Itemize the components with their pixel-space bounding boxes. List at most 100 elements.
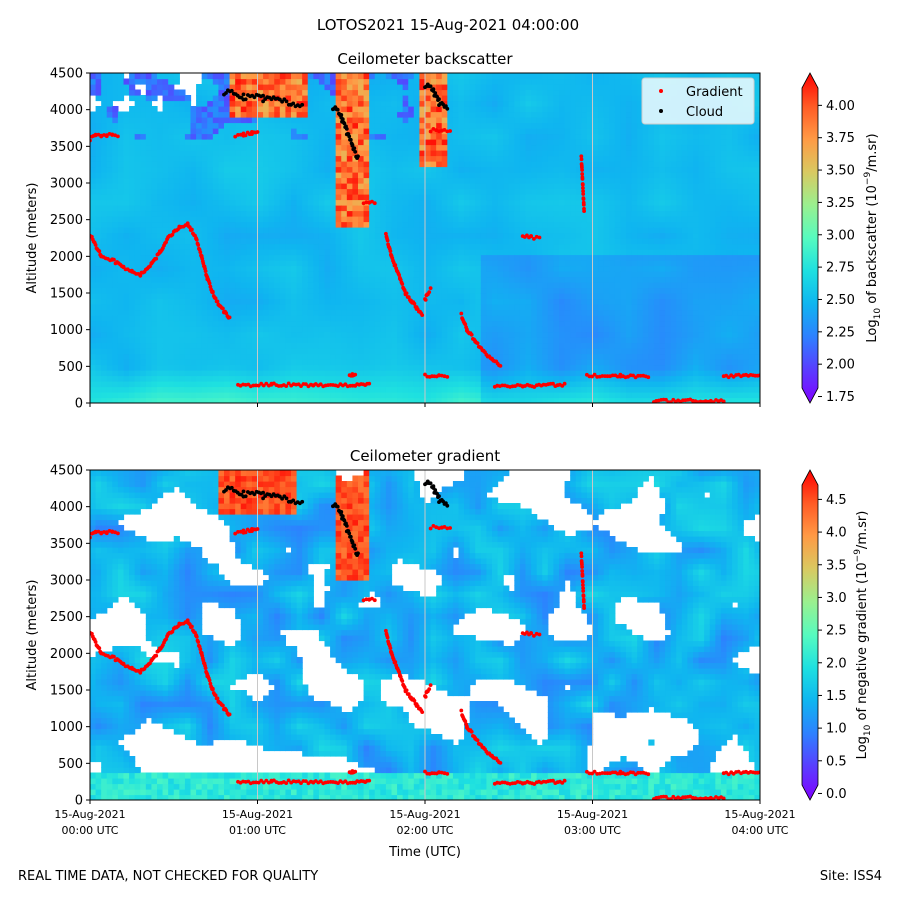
cloud-point xyxy=(348,534,353,539)
gradient-point xyxy=(104,531,109,536)
x-tick-label-time: 03:00 UTC xyxy=(564,824,621,837)
gradient-point xyxy=(243,530,248,535)
colorbar1-body xyxy=(801,72,819,404)
gradient-point xyxy=(580,168,584,172)
cloud-point xyxy=(353,546,358,551)
gradient-point xyxy=(213,693,218,698)
backscatter-heatmap xyxy=(90,73,760,403)
cloud-point xyxy=(229,88,234,93)
colorbar-tick-label: 2.75 xyxy=(826,261,855,276)
panel1-xticks xyxy=(89,403,761,407)
colorbar1-label-mid: of backscatter (10 xyxy=(865,185,880,308)
colorbar-tick-label: 2.5 xyxy=(826,624,847,639)
colorbar-tick-label: 1.5 xyxy=(826,689,847,704)
panel2-yticks: 0 500 1000 1500 2000 2500 3000 3500 4000 4500 xyxy=(50,464,90,809)
cloud-point xyxy=(437,97,441,102)
colorbar-tick-label: 3.0 xyxy=(826,591,847,606)
gradient-point xyxy=(428,526,433,531)
cloud-point xyxy=(280,99,284,104)
gradient-point xyxy=(198,647,203,651)
gradient-point xyxy=(164,637,169,641)
gradient-point xyxy=(400,282,405,286)
y-tick-label: 3000 xyxy=(50,177,83,192)
gradient-point xyxy=(367,778,372,783)
y-tick-label: 3500 xyxy=(50,140,83,155)
colorbar-tick-label: 3.50 xyxy=(826,164,855,179)
colorbar1-label-sub: 10 xyxy=(873,308,883,320)
gradient-point xyxy=(393,660,398,664)
gradient-point xyxy=(104,134,109,139)
y-tick-label: 500 xyxy=(58,757,83,772)
gradient-point xyxy=(412,301,417,306)
gradient-point xyxy=(537,235,542,240)
panel1-title: Ceilometer backscatter xyxy=(337,50,513,68)
gradient-point xyxy=(99,531,104,536)
gradient-point xyxy=(562,381,567,386)
y-tick-label: 4500 xyxy=(50,464,83,479)
gradient-point xyxy=(372,598,377,603)
cloud-point xyxy=(252,492,257,497)
gradient-point xyxy=(581,594,586,598)
gradient-point xyxy=(581,189,585,194)
panel1-yticks: 0 500 1000 1500 2000 2500 3000 3500 4000 4500 xyxy=(50,67,90,412)
colorbar-tick-label: 0.5 xyxy=(826,754,847,769)
gradient-point xyxy=(255,130,260,134)
gradient-point xyxy=(233,134,238,139)
gradient-point xyxy=(428,129,433,134)
gradient-point xyxy=(93,640,98,644)
colorbar-gradient: 0.0 0.5 1.0 1.5 2.0 2.5 3.0 3.5 4.0 4.5 Log10 of … xyxy=(801,469,873,802)
cloud-point xyxy=(243,97,248,102)
cloud-point xyxy=(344,524,349,528)
gradient-point xyxy=(299,781,303,785)
gradient-point xyxy=(582,606,586,610)
legend-box xyxy=(641,77,755,125)
gradient-point xyxy=(208,284,213,289)
panel1-markers xyxy=(90,82,760,403)
gradient-point xyxy=(615,374,620,379)
cloud-point xyxy=(347,134,352,139)
gradient-point xyxy=(711,400,716,403)
colorbar-tick-label: 3.5 xyxy=(826,558,847,573)
cloud-point xyxy=(284,496,289,501)
gradient-point xyxy=(562,778,567,783)
colorbar1-ticks: 1.75 2.00 2.25 2.50 2.75 3.00 3.25 3.50 3.75 4.00 xyxy=(818,99,855,405)
gradient-point xyxy=(261,383,266,388)
colorbar-tick-label: 3.75 xyxy=(826,131,855,146)
gradient-point xyxy=(459,708,464,713)
cloud-point xyxy=(342,518,347,523)
gradient-point xyxy=(299,384,303,388)
gradient-point xyxy=(286,778,291,783)
gradient-point xyxy=(579,551,584,556)
cloud-point xyxy=(433,488,438,492)
gradient-point xyxy=(190,624,194,629)
gradient-point xyxy=(213,296,218,301)
gradient-point xyxy=(428,683,433,687)
gradient-point xyxy=(112,654,116,659)
cloud-point xyxy=(339,113,344,117)
y-tick-label: 2000 xyxy=(50,250,83,265)
gradient-point xyxy=(592,769,597,774)
gradient-point xyxy=(448,526,452,530)
gradient-point xyxy=(110,530,115,534)
gradient-point xyxy=(427,290,432,294)
gradient-point xyxy=(475,341,480,346)
gradient-point xyxy=(194,634,199,639)
gradient-point xyxy=(138,670,143,675)
gradient-point xyxy=(367,381,372,386)
gradient-point xyxy=(397,670,401,674)
gradient-point xyxy=(581,589,586,593)
gradient-point xyxy=(353,372,358,377)
gradient-point xyxy=(581,586,585,590)
y-tick-label: 500 xyxy=(58,360,83,375)
panel2-title: Ceilometer gradient xyxy=(350,447,500,465)
panel2-ylabel: Altitude (meters) xyxy=(25,580,40,691)
cloud-point xyxy=(356,551,360,556)
gradient-point xyxy=(210,686,215,691)
gradient-point xyxy=(203,666,208,670)
gradient-point xyxy=(393,263,398,267)
gradient-point xyxy=(580,182,585,187)
gradient-point xyxy=(532,634,536,638)
gradient-point xyxy=(580,565,584,569)
cloud-point xyxy=(229,485,234,490)
